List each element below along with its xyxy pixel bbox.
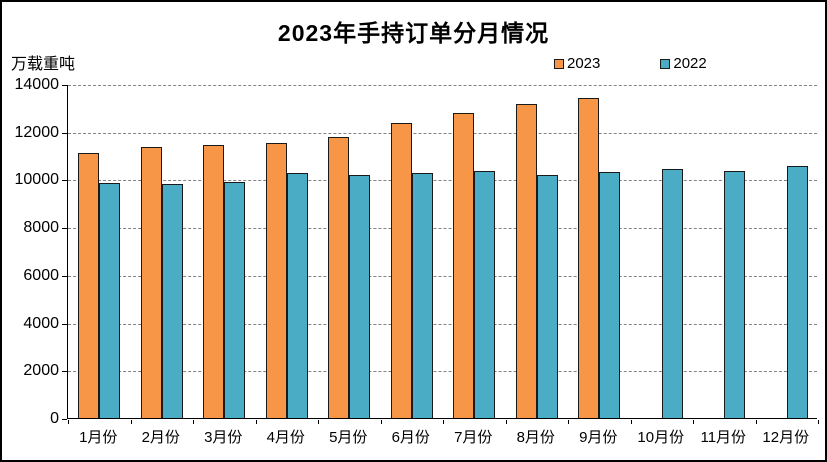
gridline-12000 — [68, 132, 817, 134]
y-axis-tick-label-0: 0 — [50, 410, 59, 427]
y-axis-tick — [62, 85, 67, 86]
legend-item-2023: 2023 — [554, 55, 600, 72]
x-axis-tick — [505, 420, 507, 424]
bar-2022-12月份 — [786, 166, 808, 418]
y-axis-tick-label-8000: 8000 — [23, 219, 59, 237]
bar-2022-10月份 — [661, 168, 683, 418]
bar-2022-11月份 — [724, 171, 746, 418]
gridline-6000 — [68, 275, 817, 277]
bar-2022-7月份 — [474, 170, 496, 418]
bar-2023-7月份 — [453, 112, 475, 418]
bar-2023-5月份 — [328, 136, 350, 418]
x-axis-tick — [693, 420, 694, 424]
bar-2022-4月份 — [286, 173, 308, 418]
x-axis-tick — [380, 420, 382, 424]
x-axis-tick — [68, 420, 69, 424]
legend: 2023 2022 — [554, 55, 707, 72]
y-axis-tick — [62, 371, 67, 373]
chart-title: 2023年手持订单分月情况 — [277, 20, 550, 46]
y-axis-tick-label-4000: 4000 — [23, 314, 59, 332]
y-axis-tick — [62, 275, 67, 277]
bar-2022-5月份 — [349, 174, 371, 418]
x-axis-tick — [193, 420, 194, 424]
x-axis-tick-label-4: 4月份 — [266, 429, 305, 446]
x-axis-tick — [130, 420, 132, 424]
x-axis-tick-label-9: 9月份 — [579, 429, 618, 446]
x-axis-tick-label-1: 1月份 — [79, 429, 118, 446]
x-axis-tick-label-3: 3月份 — [204, 429, 243, 446]
bar-2022-2月份 — [161, 184, 183, 418]
x-axis-tick-label-2: 2月份 — [141, 429, 180, 446]
gridline-8000 — [68, 228, 817, 230]
x-axis-tick-label-12: 12月份 — [762, 429, 810, 446]
gridline-4000 — [68, 323, 817, 325]
bar-2023-3月份 — [203, 144, 225, 418]
bar-2022-1月份 — [99, 183, 121, 418]
x-axis-tick-label-8: 8月份 — [516, 429, 555, 446]
gridline-10000 — [68, 180, 817, 182]
bar-2023-8月份 — [515, 104, 537, 418]
bar-2023-9月份 — [578, 98, 600, 418]
gridline-2000 — [68, 371, 817, 373]
y-axis-tick-label-10000: 10000 — [14, 171, 60, 189]
plot-area — [62, 85, 819, 424]
y-axis-tick — [62, 323, 67, 325]
gridline-14000 — [68, 85, 817, 86]
legend-swatch-2022-icon — [660, 58, 671, 69]
bar-2023-6月份 — [390, 122, 412, 418]
bar-2023-2月份 — [140, 147, 162, 418]
y-axis-tick-label-6000: 6000 — [23, 266, 59, 284]
y-axis-tick-label-12000: 12000 — [14, 123, 60, 141]
x-axis-tick — [568, 420, 569, 424]
x-axis-tick-label-11: 11月份 — [700, 429, 747, 446]
bar-2023-1月份 — [78, 152, 100, 418]
x-axis-tick — [755, 420, 757, 424]
x-axis-tick — [255, 420, 257, 424]
legend-label-2023: 2023 — [567, 55, 601, 72]
bar-2022-9月份 — [599, 172, 621, 418]
legend-swatch-2023-icon — [554, 58, 564, 69]
bar-2022-8月份 — [536, 174, 558, 418]
x-axis-tick-label-10: 10月份 — [637, 429, 685, 446]
x-axis-tick — [443, 420, 444, 424]
y-axis-tick — [62, 228, 67, 230]
y-axis-tick — [62, 180, 67, 182]
x-axis-tick-label-7: 7月份 — [454, 429, 493, 446]
x-axis-tick-label-6: 6月份 — [391, 429, 430, 446]
y-axis-tick-label-14000: 14000 — [14, 76, 60, 93]
y-axis-tick-label-2000: 2000 — [23, 362, 59, 380]
bar-2023-4月份 — [265, 143, 287, 418]
legend-item-2022: 2022 — [660, 55, 707, 72]
bar-2022-3月份 — [224, 181, 246, 418]
y-axis-tick — [62, 419, 67, 420]
x-axis-tick — [818, 420, 819, 424]
x-axis-tick — [630, 420, 632, 424]
bar-2022-6月份 — [411, 172, 433, 418]
y-axis-unit-label: 万载重吨 — [11, 56, 76, 73]
x-axis-tick-label-5: 5月份 — [329, 429, 368, 446]
legend-label-2022: 2022 — [673, 55, 707, 72]
x-axis-tick — [318, 420, 319, 424]
y-axis-tick — [62, 132, 67, 134]
